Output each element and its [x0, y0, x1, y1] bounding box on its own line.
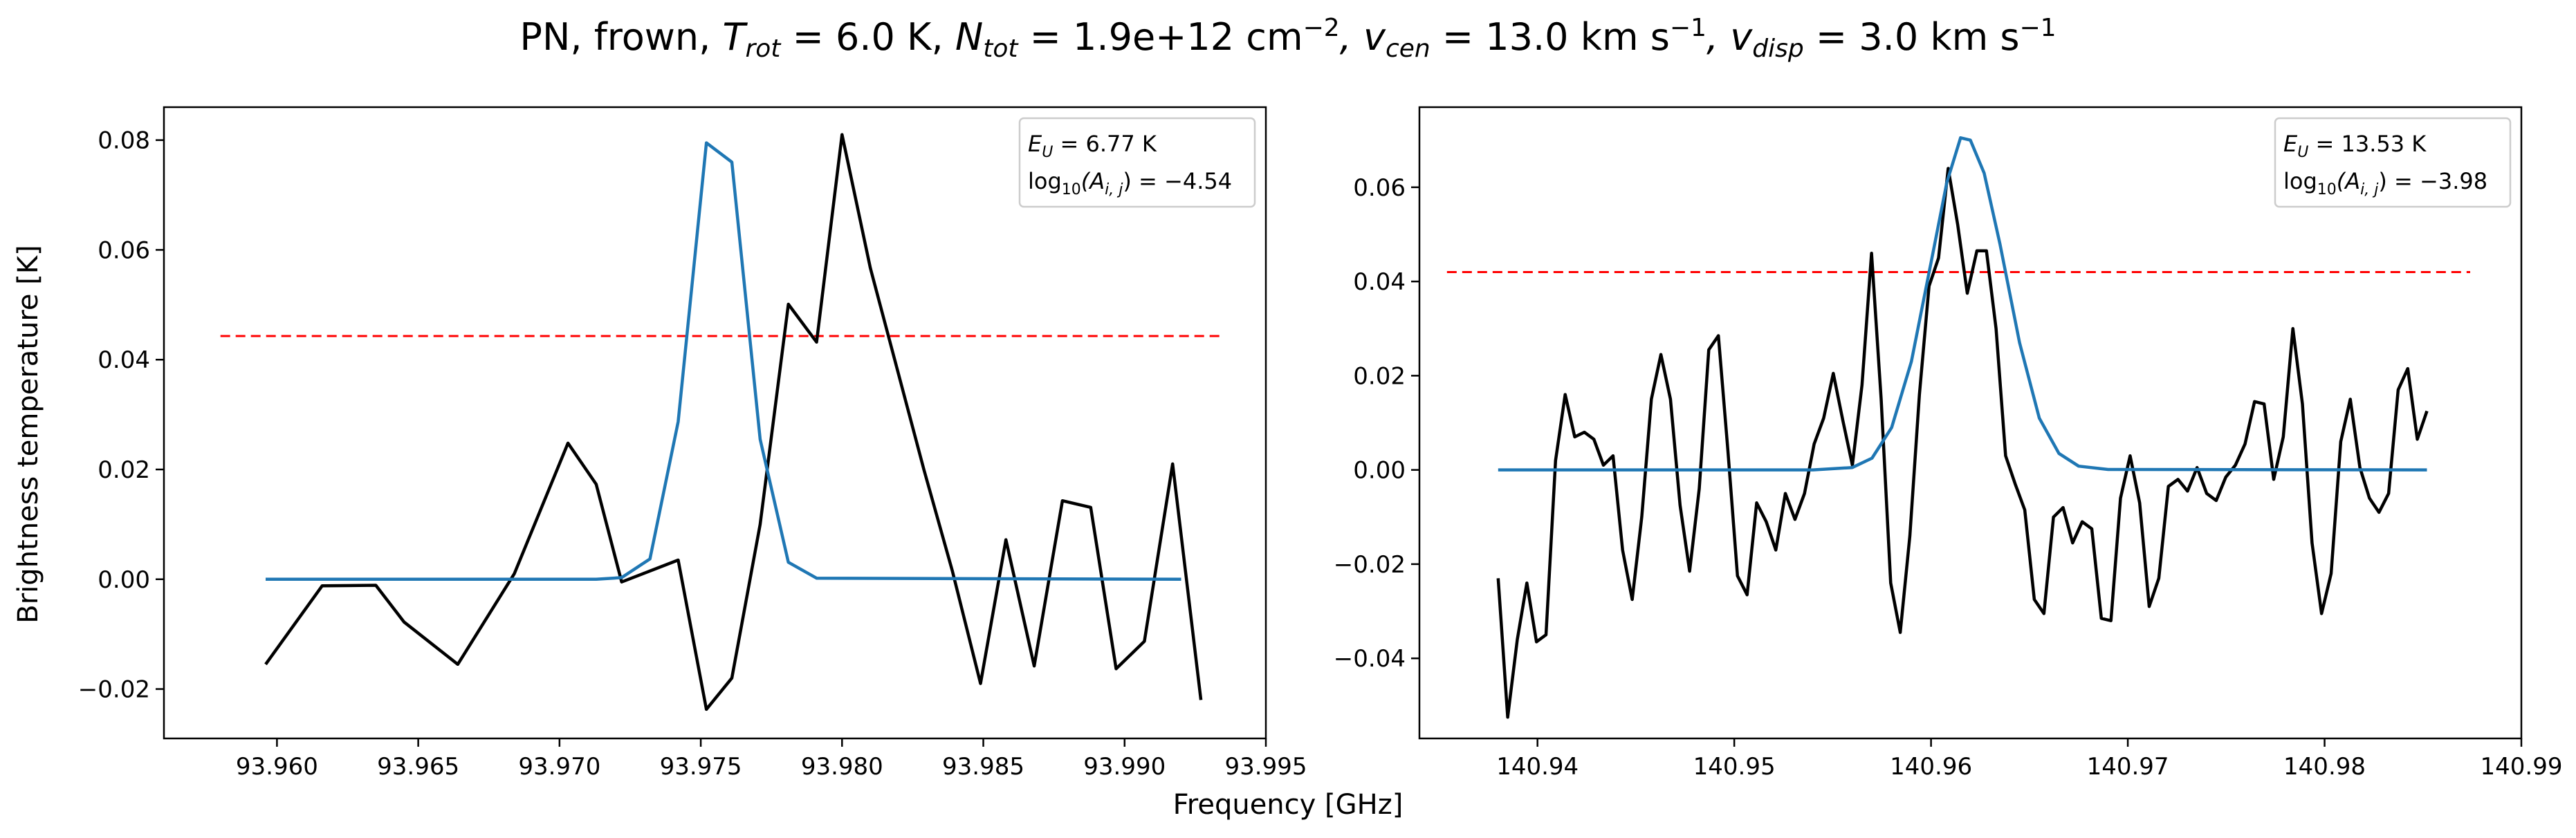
y-tick-label: −0.02 — [78, 676, 150, 704]
x-tick-label: 93.995 — [1225, 753, 1307, 781]
legend-frame — [2274, 117, 2512, 208]
legend-einstein-coefficient: log10(Ai, j) = −3.98 — [2283, 168, 2487, 198]
x-tick-label: 93.985 — [942, 753, 1024, 781]
y-tick-label: 0.08 — [98, 127, 150, 155]
y-tick-label: 0.06 — [1353, 174, 1406, 202]
x-tick-label: 140.96 — [1890, 753, 1972, 781]
x-tick-label: 140.94 — [1496, 753, 1579, 781]
x-tick-label: 140.97 — [2087, 753, 2169, 781]
x-tick-label: 140.99 — [2481, 753, 2563, 781]
model-spectrum-line — [1498, 136, 2427, 472]
observed-spectrum-line — [1496, 167, 2429, 719]
legend-upper-energy: EU = 6.77 K — [1028, 131, 1157, 161]
legend-box: EU = 13.53 K log10(Ai, j) = −3.98 — [2274, 117, 2512, 208]
y-tick-label: 0.04 — [98, 346, 150, 374]
x-axis-label: Frequency [GHz] — [1173, 789, 1404, 821]
legend-einstein-coefficient: log10(Ai, j) = −4.54 — [1028, 168, 1232, 198]
y-tick-label: −0.02 — [1334, 551, 1406, 579]
x-tick-label: 93.965 — [377, 753, 459, 781]
y-tick-label: 0.06 — [98, 236, 150, 264]
figure-title: PN, frown, Trot = 6.0 K, Ntot = 1.9e+12 … — [519, 14, 2056, 63]
plot-frame — [1418, 106, 2523, 740]
x-tick-label: 93.990 — [1083, 753, 1166, 781]
x-tick-label: 93.975 — [660, 753, 742, 781]
y-axis-label: Brightness temperature [K] — [12, 245, 44, 623]
legend-box: EU = 6.77 K log10(Ai, j) = −4.54 — [1018, 117, 1256, 208]
x-tick-label: 93.960 — [236, 753, 318, 781]
legend-upper-energy: EU = 13.53 K — [2283, 131, 2427, 161]
x-tick-label: 140.95 — [1693, 753, 1776, 781]
y-tick-label: 0.00 — [1353, 457, 1406, 485]
panel-left: 93.960 93.965 93.970 93.975 93.980 93.985 93.9… — [78, 106, 1307, 781]
x-tick-label: 93.970 — [518, 753, 600, 781]
y-tick-label: 0.02 — [1353, 362, 1406, 390]
y-tick-label: 0.04 — [1353, 268, 1406, 296]
y-tick-label: −0.04 — [1334, 645, 1406, 673]
observed-spectrum-line — [264, 133, 1203, 711]
y-tick-label: 0.00 — [98, 566, 150, 594]
model-spectrum-line — [266, 141, 1181, 581]
x-tick-label: 93.980 — [801, 753, 883, 781]
plot-frame — [163, 106, 1267, 740]
x-tick-label: 140.98 — [2283, 753, 2366, 781]
y-tick-label: 0.02 — [98, 456, 150, 484]
panel-right: 140.94 140.95 140.96 140.97 140.98 140.99 −0.0… — [1334, 106, 2563, 781]
legend-frame — [1018, 117, 1256, 208]
